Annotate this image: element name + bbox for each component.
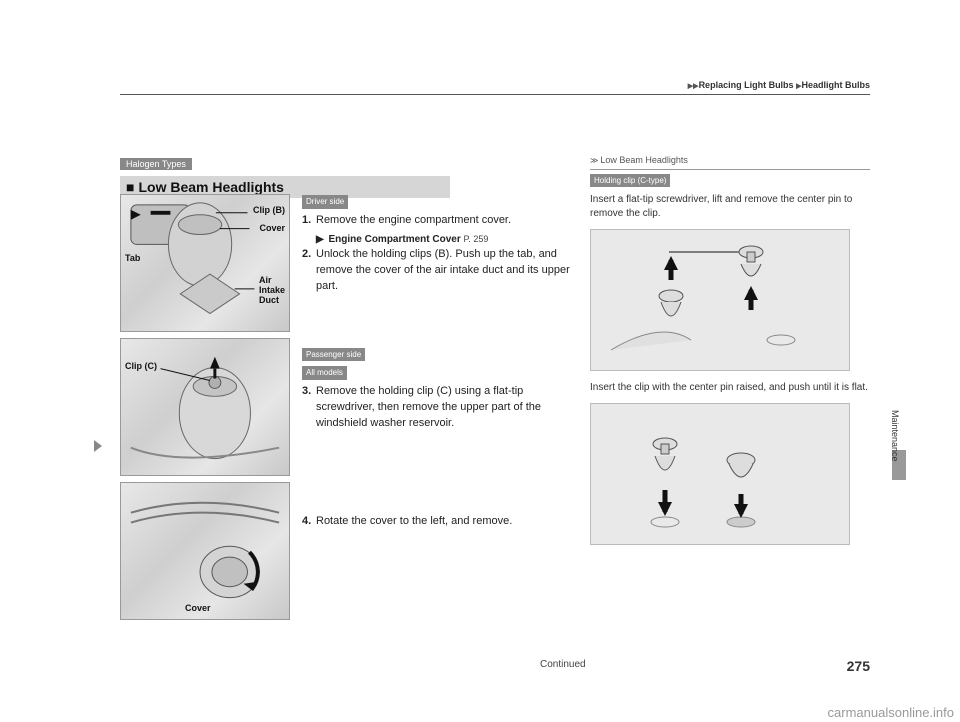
step-2: 2. Unlock the holding clips (B). Push up… (302, 247, 572, 295)
note-figure-2: Push until the pin is flat. (590, 403, 850, 545)
tag-passenger-side: Passenger side (302, 348, 365, 362)
note-header: ≫Low Beam Headlights (590, 154, 870, 170)
edge-marker-icon (94, 440, 102, 452)
watermark: carmanualsonline.info (828, 705, 954, 720)
page-number: 275 (847, 658, 870, 674)
step-1-ref-label: Engine Compartment Cover (328, 234, 460, 245)
label-cover-1: Cover (259, 223, 285, 233)
note-p1: Insert a flat-tip screwdriver, lift and … (590, 193, 870, 221)
label-air-intake-duct: Air Intake Duct (259, 275, 285, 305)
step-1-text: Remove the engine compartment cover. (316, 213, 572, 229)
note-p2: Insert the clip with the center pin rais… (590, 381, 870, 395)
tag-holding-clip: Holding clip (C-type) (590, 174, 670, 187)
label-tab: Tab (125, 253, 140, 263)
figure-2: Clip (C) (120, 338, 290, 476)
continued-label: Continued (540, 659, 586, 670)
step-4-text: Rotate the cover to the left, and remove… (316, 514, 572, 530)
step-4: 4. Rotate the cover to the left, and rem… (302, 514, 572, 530)
tag-all-models: All models (302, 366, 347, 380)
section-title: Low Beam Headlights (138, 179, 283, 195)
step-3: 3. Remove the holding clip (C) using a f… (302, 384, 572, 432)
note-header-text: Low Beam Headlights (600, 155, 688, 165)
step-1: 1. Remove the engine compartment cover. (302, 213, 572, 229)
crumb-a: Replacing Light Bulbs (699, 80, 794, 90)
step-1-ref-page: P. 259 (464, 234, 489, 244)
crumb-b: Headlight Bulbs (801, 80, 870, 90)
step-2-text: Unlock the holding clips (B). Push up th… (316, 247, 572, 295)
figure-3: Cover (120, 482, 290, 620)
side-label: Maintenance (890, 410, 900, 462)
label-clip-c: Clip (C) (125, 361, 157, 371)
label-clip-b: Clip (B) (253, 205, 285, 215)
figure-1: Clip (B) Cover Tab Air Intake Duct (120, 194, 290, 332)
tag-driver-side: Driver side (302, 195, 348, 209)
rule-top (120, 94, 870, 95)
note-figure-1: Center Pin (590, 229, 850, 371)
breadcrumb: ▶▶Replacing Light Bulbs ▶Headlight Bulbs (688, 80, 870, 90)
step-3-text: Remove the holding clip (C) using a flat… (316, 384, 572, 432)
label-cover-3: Cover (185, 603, 211, 613)
step-1-ref: ▶ Engine Compartment Cover P. 259 (302, 233, 572, 248)
tag-halogen: Halogen Types (120, 158, 192, 170)
